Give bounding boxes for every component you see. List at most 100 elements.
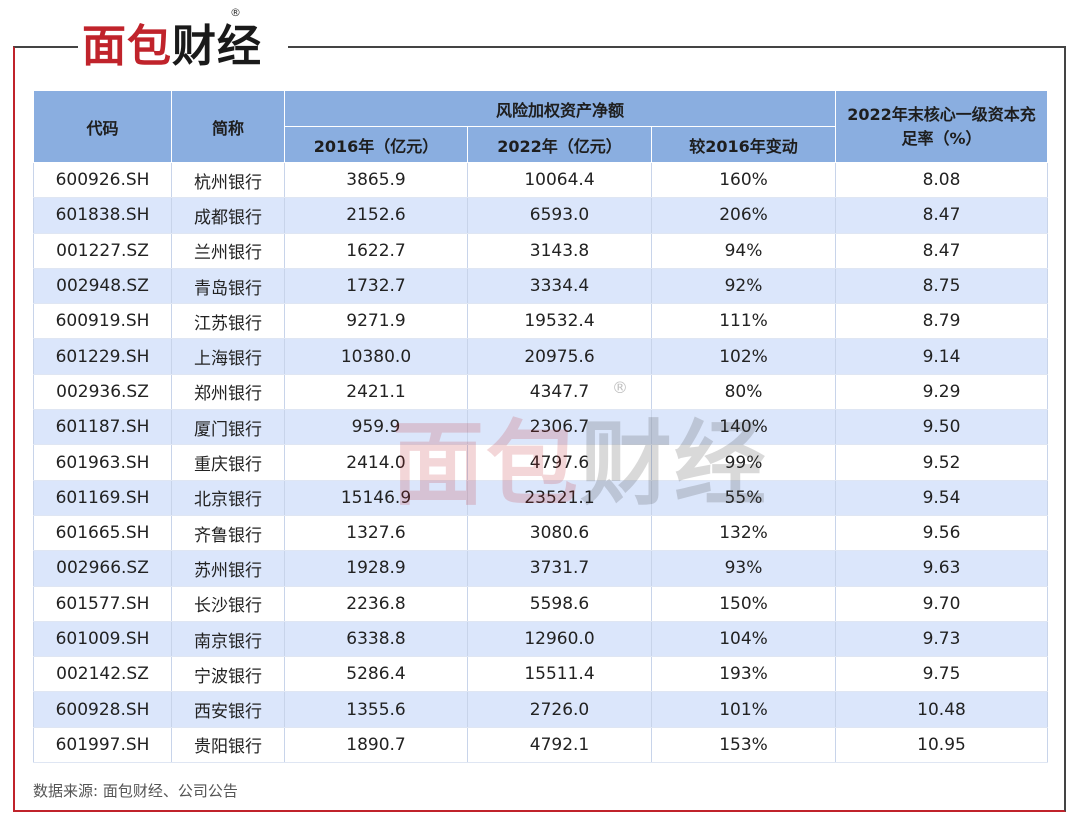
cell-2016: 10380.0 [284,338,468,375]
table-row: 601665.SH 齐鲁银行 1327.6 3080.6 132% 9.56 [33,515,1049,552]
logo-dark-text: 财经 [172,21,262,72]
cell-cet1: 9.70 [835,586,1049,622]
cell-code: 600919.SH [33,303,172,340]
cell-name: 齐鲁银行 [171,515,285,552]
table-row: 601229.SH 上海银行 10380.0 20975.6 102% 9.14 [33,338,1049,375]
cell-name: 上海银行 [171,338,285,375]
cell-2022: 4797.6 [467,444,652,481]
cell-2016: 3865.9 [284,162,468,199]
cell-name: 南京银行 [171,621,285,658]
cell-cet1: 9.54 [835,480,1049,516]
cell-name: 西安银行 [171,691,285,728]
brand-logo: 面包财经 [78,10,288,74]
cell-code: 002966.SZ [33,550,172,587]
cell-cet1: 9.52 [835,444,1049,481]
cell-change: 206% [650,197,837,234]
cell-2022: 4347.7 [467,374,652,411]
table-row: 002966.SZ 苏州银行 1928.9 3731.7 93% 9.63 [33,550,1049,587]
cell-2022: 2306.7 [467,409,652,446]
cell-name: 重庆银行 [171,444,285,481]
cell-change: 92% [650,268,837,305]
cell-code: 600928.SH [33,691,172,728]
table-row: 601577.SH 长沙银行 2236.8 5598.6 150% 9.70 [33,586,1049,622]
cell-cet1: 8.08 [835,162,1049,199]
cell-2016: 2236.8 [284,586,468,622]
table-row: 600919.SH 江苏银行 9271.9 19532.4 111% 8.79 [33,303,1049,340]
cell-name: 宁波银行 [171,656,285,693]
cell-cet1: 8.79 [835,303,1049,340]
cell-cet1: 9.56 [835,515,1049,552]
cell-2016: 2421.1 [284,374,468,411]
cell-2022: 5598.6 [467,586,652,622]
cell-cet1: 8.47 [835,233,1049,269]
cell-code: 601963.SH [33,444,172,481]
cell-name: 青岛银行 [171,268,285,305]
cell-2016: 1890.7 [284,727,468,764]
cell-2022: 15511.4 [467,656,652,693]
registered-mark: ® [230,6,241,19]
cell-name: 郑州银行 [171,374,285,411]
cell-2022: 10064.4 [467,162,652,199]
cell-cet1: 8.47 [835,197,1049,234]
table-row: 600926.SH 杭州银行 3865.9 10064.4 160% 8.08 [33,162,1049,199]
cell-cet1: 10.95 [835,727,1049,764]
cell-name: 杭州银行 [171,162,285,199]
cell-2022: 2726.0 [467,691,652,728]
cell-code: 601187.SH [33,409,172,446]
page-frame [13,46,1066,812]
cell-change: 55% [650,480,837,516]
cell-name: 兰州银行 [171,233,285,269]
cell-code: 002948.SZ [33,268,172,305]
cell-cet1: 8.75 [835,268,1049,305]
cell-2022: 12960.0 [467,621,652,658]
cell-code: 601009.SH [33,621,172,658]
cell-change: 153% [650,727,837,764]
cell-2016: 1327.6 [284,515,468,552]
cell-name: 长沙银行 [171,586,285,622]
cell-2022: 3143.8 [467,233,652,269]
cell-change: 193% [650,656,837,693]
bank-rwa-table: 代码 简称 风险加权资产净额 2022年末核心一级资本充足率（%） 2016年（… [33,90,1049,764]
cell-change: 111% [650,303,837,340]
cell-cet1: 9.14 [835,338,1049,375]
cell-code: 600926.SH [33,162,172,199]
cell-cet1: 9.75 [835,656,1049,693]
header-code: 代码 [33,90,172,163]
cell-cet1: 9.63 [835,550,1049,587]
cell-code: 601665.SH [33,515,172,552]
cell-2016: 1732.7 [284,268,468,305]
cell-cet1: 9.29 [835,374,1049,411]
cell-change: 160% [650,162,837,199]
cell-cet1: 9.73 [835,621,1049,658]
cell-name: 贵阳银行 [171,727,285,764]
cell-change: 132% [650,515,837,552]
header-2016: 2016年（亿元） [284,126,468,163]
cell-code: 002142.SZ [33,656,172,693]
header-cet1: 2022年末核心一级资本充足率（%） [835,90,1049,163]
cell-2022: 20975.6 [467,338,652,375]
table-row: 601187.SH 厦门银行 959.9 2306.7 140% 9.50 [33,409,1049,446]
cell-2016: 2414.0 [284,444,468,481]
cell-2016: 5286.4 [284,656,468,693]
cell-code: 601997.SH [33,727,172,764]
header-2022: 2022年（亿元） [467,126,652,163]
table-row: 600928.SH 西安银行 1355.6 2726.0 101% 10.48 [33,691,1049,728]
cell-2016: 1928.9 [284,550,468,587]
cell-2022: 4792.1 [467,727,652,764]
cell-2022: 23521.1 [467,480,652,516]
cell-code: 601169.SH [33,480,172,516]
cell-2022: 6593.0 [467,197,652,234]
cell-2022: 3334.4 [467,268,652,305]
cell-code: 601577.SH [33,586,172,622]
cell-change: 80% [650,374,837,411]
data-source-note: 数据来源: 面包财经、公司公告 [33,782,238,800]
table-row: 002948.SZ 青岛银行 1732.7 3334.4 92% 8.75 [33,268,1049,305]
cell-2016: 1622.7 [284,233,468,269]
header-rwa-group: 风险加权资产净额 [283,90,837,127]
cell-change: 104% [650,621,837,658]
cell-name: 北京银行 [171,480,285,516]
table-row: 601963.SH 重庆银行 2414.0 4797.6 99% 9.52 [33,444,1049,481]
cell-name: 成都银行 [171,197,285,234]
header-change: 较2016年变动 [650,126,837,163]
table-row: 002142.SZ 宁波银行 5286.4 15511.4 193% 9.75 [33,656,1049,693]
